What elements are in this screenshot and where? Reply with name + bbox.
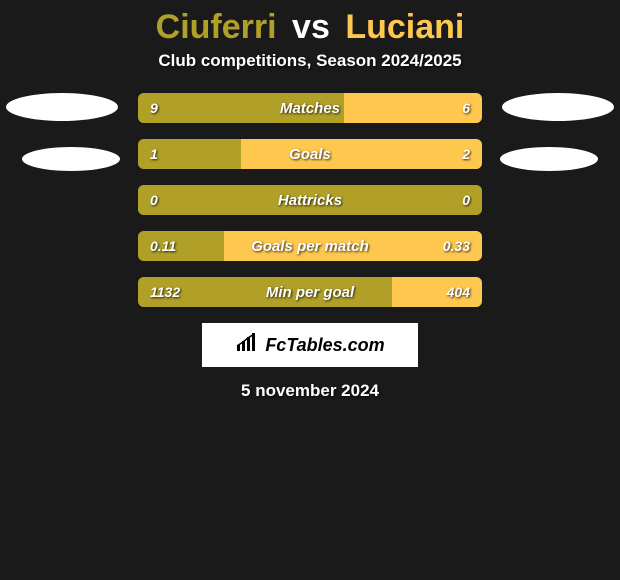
bar-rows-container: Matches96 Goals12 Hattricks00 Goals per mat… [138, 93, 482, 307]
bar-left [138, 93, 344, 123]
player2-club-placeholder [500, 147, 598, 171]
subtitle: Club competitions, Season 2024/2025 [0, 51, 620, 93]
logo-text: FcTables.com [265, 335, 384, 356]
bar-row: Min per goal1132404 [138, 277, 482, 307]
player1-club-placeholder [22, 147, 120, 171]
player1-avatar-placeholder [6, 93, 118, 121]
bar-row: Goals12 [138, 139, 482, 169]
bar-right [344, 93, 482, 123]
bar-row: Goals per match0.110.33 [138, 231, 482, 261]
bar-left [138, 185, 482, 215]
bars-icon [235, 333, 259, 358]
bar-right [241, 139, 482, 169]
bar-right [392, 277, 482, 307]
title-vs: vs [292, 8, 330, 46]
comparison-chart: Matches96 Goals12 Hattricks00 Goals per mat… [0, 93, 620, 307]
date-text: 5 november 2024 [0, 381, 620, 401]
page-title: Ciuferri vs Luciani [0, 0, 620, 51]
bar-row: Matches96 [138, 93, 482, 123]
player2-avatar-placeholder [502, 93, 614, 121]
bar-left [138, 231, 224, 261]
title-player1: Ciuferri [156, 8, 277, 46]
bar-row: Hattricks00 [138, 185, 482, 215]
bar-left [138, 277, 392, 307]
bar-right [224, 231, 482, 261]
bar-left [138, 139, 241, 169]
logo-box: FcTables.com [202, 323, 418, 367]
title-player2: Luciani [345, 8, 464, 46]
